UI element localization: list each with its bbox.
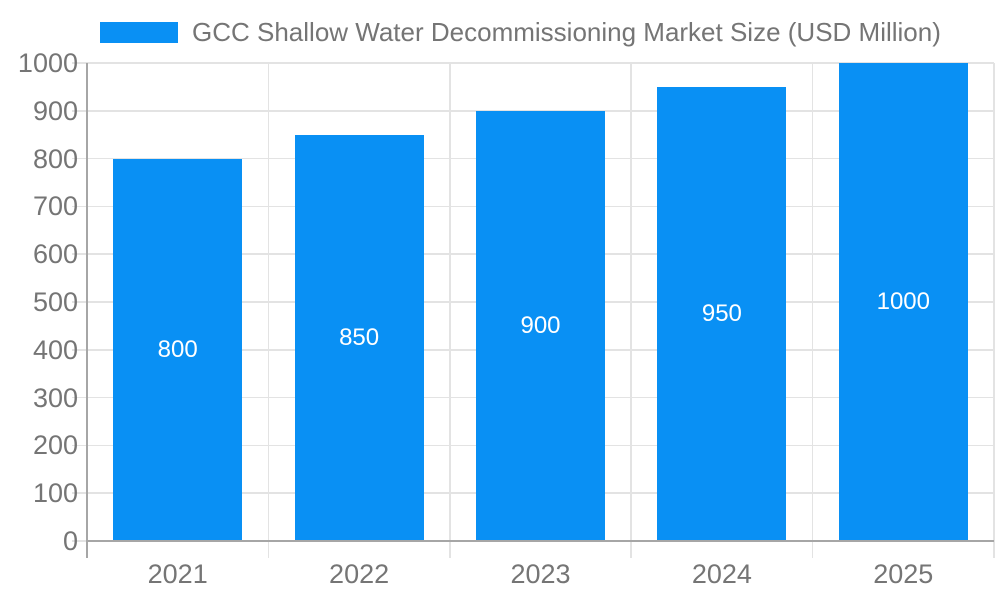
y-tick-label: 0 [62,526,78,556]
y-tick-label: 900 [32,95,78,126]
category-gridline [630,63,632,558]
bar[interactable]: 950 [657,86,787,541]
x-axis-line [87,540,994,542]
legend-label: GCC Shallow Water Decommissioning Market… [192,16,941,47]
y-tick [72,444,87,447]
x-tick-label: 2021 [147,559,208,589]
bar[interactable]: 800 [113,158,243,541]
bar[interactable]: 1000 [838,63,968,541]
y-tick [72,349,87,351]
y-tick-label: 200 [32,430,78,461]
y-tick-label: 400 [32,334,78,365]
bar-value-label: 950 [701,299,742,327]
legend[interactable]: GCC Shallow Water Decommissioning Market… [100,16,941,48]
bar-value-label: 900 [520,311,561,339]
y-tick [72,62,87,64]
bar-value-label: 850 [339,323,380,351]
y-tick [72,301,87,303]
x-tick-label: 2025 [873,559,934,589]
y-tick-label: 700 [32,191,78,222]
y-tick [72,540,87,542]
category-gridline [811,63,814,558]
category-gridline [993,63,995,558]
x-tick-label: 2023 [510,559,571,589]
bar-value-label: 1000 [876,288,930,315]
y-tick [72,492,87,494]
y-tick [72,253,87,255]
y-tick-label: 1000 [17,48,78,78]
y-tick [72,396,87,399]
bar[interactable]: 900 [476,110,605,541]
bar-value-label: 800 [157,335,198,363]
category-gridline [267,63,270,558]
y-tick [72,110,87,112]
x-tick-label: 2024 [691,559,752,589]
y-tick-label: 600 [32,239,78,270]
y-tick-label: 300 [32,382,78,413]
y-tick [72,205,87,208]
category-gridline [449,63,451,558]
y-tick-label: 100 [32,478,78,509]
y-tick-label: 800 [32,143,78,174]
y-gridline [87,62,994,64]
bar[interactable]: 850 [294,134,424,541]
y-axis-line [86,63,88,558]
legend-swatch [100,21,178,43]
y-tick [72,157,87,160]
x-tick-label: 2022 [329,559,390,589]
y-tick-label: 500 [32,287,78,317]
